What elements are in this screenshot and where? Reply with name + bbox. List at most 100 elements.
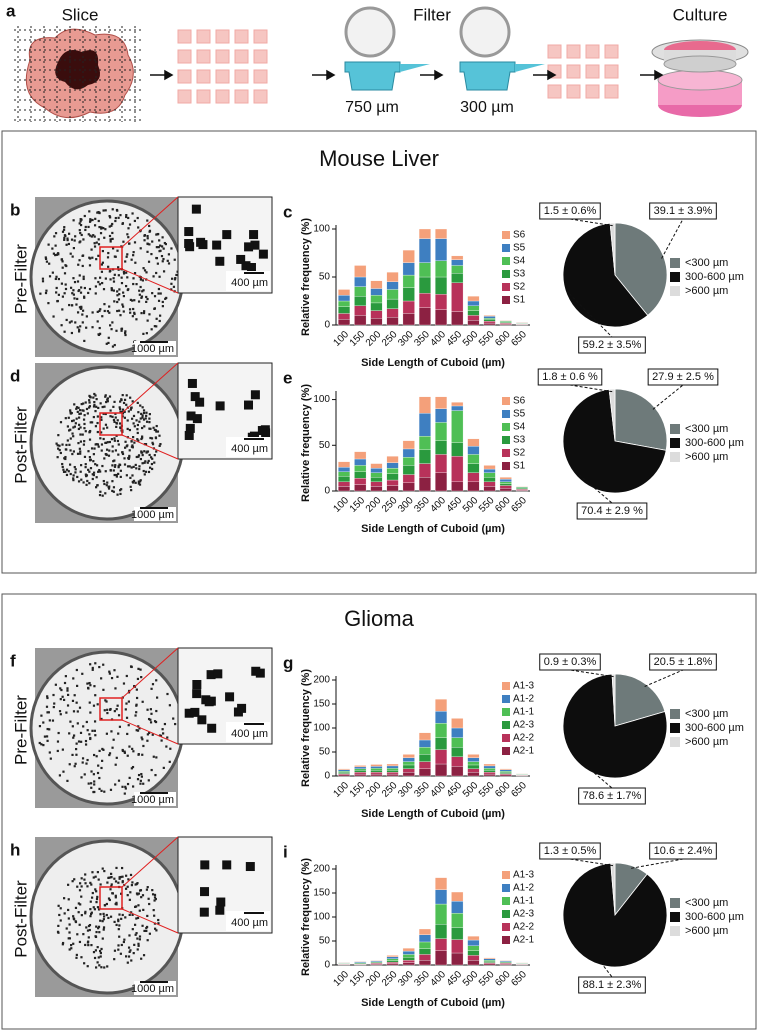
tissue-dot: [106, 881, 109, 884]
tissue-dot: [141, 894, 145, 897]
tissue-dot: [150, 712, 153, 715]
tissue-dot: [64, 470, 67, 473]
bar-segment: [451, 727, 464, 738]
tissue-dot: [78, 241, 81, 244]
tissue-dot: [89, 458, 92, 461]
tissue-dot: [116, 309, 119, 313]
tissue-dot: [146, 450, 150, 453]
tissue-dot: [127, 227, 130, 230]
tissue-dot: [97, 956, 100, 959]
tissue-dot: [68, 463, 72, 466]
inset-cuboid: [249, 230, 259, 240]
tissue-dot: [48, 728, 51, 731]
bar-segment: [467, 936, 480, 941]
tissue-dot: [90, 770, 93, 773]
x-tick-label: 100: [331, 969, 351, 989]
scale-bg: [134, 341, 176, 355]
tissue-dot: [167, 262, 171, 265]
value-label: 59.2 ± 3.5%: [583, 339, 642, 351]
tissue-dot: [104, 394, 107, 397]
tissue-dot: [170, 277, 174, 280]
tissue-dot: [106, 256, 110, 259]
pie-slice: [609, 222, 616, 276]
tissue-dot: [85, 407, 89, 411]
tissue-dot: [100, 431, 103, 434]
tissue-dot: [63, 292, 66, 295]
cuboid: [604, 44, 619, 59]
y-tick-label: 0: [324, 771, 330, 782]
bar-segment: [354, 276, 367, 287]
tissue-dot: [106, 441, 109, 444]
bar-segment: [418, 396, 431, 414]
cuboid: [177, 89, 192, 104]
value-label: 88.1 ± 2.3%: [583, 979, 642, 991]
tissue-dot: [90, 447, 94, 450]
tissue-dot: [108, 305, 111, 308]
bar-segment: [418, 238, 431, 263]
tissue-dot: [114, 449, 117, 452]
tissue-dot: [82, 443, 86, 446]
bar-segment: [338, 769, 351, 772]
tissue-dot: [79, 731, 83, 734]
tissue-dot: [95, 258, 98, 261]
tissue-dot: [119, 410, 122, 413]
inset-cuboid: [186, 411, 196, 421]
tissue-dot: [146, 886, 149, 889]
bar-segment: [402, 960, 415, 963]
tissue-dot: [137, 226, 140, 229]
tissue-dot: [166, 736, 169, 739]
tissue-dot: [111, 415, 114, 418]
tissue-dot: [155, 325, 158, 328]
tissue-dot: [78, 259, 81, 262]
tissue-dot: [104, 412, 107, 416]
tissue-dot: [137, 439, 140, 442]
tissue-dot: [117, 881, 120, 884]
tissue-dot: [125, 474, 128, 477]
tissue-dot: [173, 258, 176, 261]
tissue-dot: [121, 408, 125, 411]
tissue-dot: [116, 675, 119, 678]
bar-segment: [386, 961, 399, 964]
tissue-dot: [117, 472, 120, 475]
tissue-dot: [61, 748, 64, 751]
tissue-dot: [111, 480, 114, 483]
tissue-dot: [141, 700, 144, 703]
tissue-dot: [101, 867, 104, 870]
tissue-dot: [66, 238, 69, 242]
tissue-dot: [112, 289, 115, 292]
tissue-dot: [93, 242, 96, 245]
x-tick-label: 200: [364, 495, 384, 515]
bar-segment: [418, 761, 431, 769]
inset-cuboid: [190, 392, 200, 402]
tissue-dot: [56, 252, 60, 255]
x-tick-label: 450: [445, 969, 465, 989]
tissue-dot: [155, 450, 158, 453]
bar-segment: [483, 963, 496, 966]
legend-swatch: [502, 296, 510, 304]
legend-swatch: [502, 410, 510, 418]
tissue-dot: [99, 490, 102, 493]
tissue-dot: [124, 333, 127, 337]
leader-line: [578, 474, 613, 504]
tissue-dot: [45, 735, 49, 738]
tissue-dot: [61, 266, 64, 269]
tissue-dot: [132, 422, 135, 425]
bar-segment: [402, 287, 415, 302]
cuboid: [566, 84, 581, 99]
tissue-dot: [151, 683, 155, 686]
tissue-dot: [150, 462, 154, 466]
tissue-dot: [148, 731, 151, 735]
tissue-dot: [94, 662, 97, 665]
tissue-dot: [140, 775, 143, 778]
tissue-dot: [127, 410, 130, 413]
zoom-line: [121, 647, 179, 699]
bar-segment: [402, 448, 415, 458]
tissue-dot: [77, 330, 81, 333]
tissue-dot: [118, 406, 121, 409]
legend-label: S1: [513, 461, 526, 472]
tissue-dot: [142, 267, 145, 270]
tissue-dot: [101, 281, 104, 285]
tissue-dot: [89, 429, 92, 433]
x-tick-label: 300: [396, 329, 416, 349]
bar-segment: [435, 422, 448, 441]
